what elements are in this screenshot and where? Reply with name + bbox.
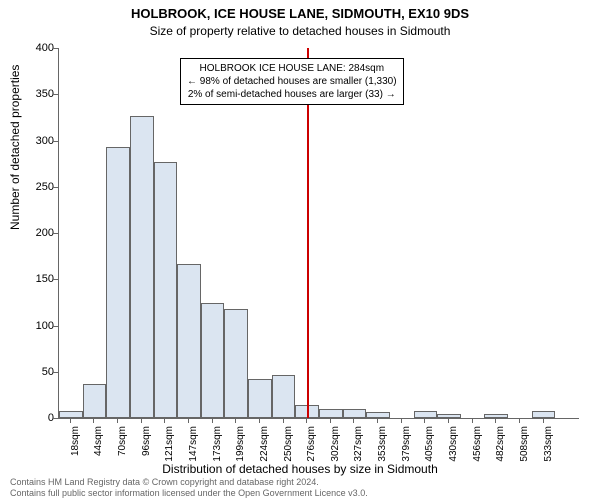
histogram-bar xyxy=(366,412,390,418)
annotation-line: 2% of semi-detached houses are larger (3… xyxy=(187,88,397,101)
x-tick-mark xyxy=(93,418,94,423)
x-tick-mark xyxy=(70,418,71,423)
y-tick-mark xyxy=(53,279,58,280)
x-tick-mark xyxy=(164,418,165,423)
histogram-bar xyxy=(224,309,248,418)
chart-title-main: HOLBROOK, ICE HOUSE LANE, SIDMOUTH, EX10… xyxy=(0,6,600,21)
y-tick-label: 150 xyxy=(14,273,54,285)
annotation-line: HOLBROOK ICE HOUSE LANE: 284sqm xyxy=(187,62,397,75)
histogram-bar xyxy=(414,411,438,418)
y-tick-mark xyxy=(53,326,58,327)
x-tick-label: 199sqm xyxy=(235,426,246,476)
chart-container: HOLBROOK, ICE HOUSE LANE, SIDMOUTH, EX10… xyxy=(0,0,600,500)
x-tick-label: 430sqm xyxy=(448,426,459,476)
x-tick-mark xyxy=(330,418,331,423)
x-tick-mark xyxy=(212,418,213,423)
x-tick-mark xyxy=(401,418,402,423)
y-tick-label: 200 xyxy=(14,227,54,239)
x-tick-mark xyxy=(424,418,425,423)
x-tick-label: 70sqm xyxy=(117,426,128,476)
y-tick-mark xyxy=(53,372,58,373)
x-tick-label: 96sqm xyxy=(141,426,152,476)
x-tick-mark xyxy=(141,418,142,423)
y-tick-mark xyxy=(53,141,58,142)
histogram-bar xyxy=(343,409,367,418)
histogram-bar xyxy=(106,147,130,418)
histogram-bar xyxy=(248,379,272,418)
x-tick-label: 276sqm xyxy=(306,426,317,476)
footer-attribution: Contains HM Land Registry data © Crown c… xyxy=(10,477,368,498)
y-tick-mark xyxy=(53,48,58,49)
x-tick-label: 121sqm xyxy=(164,426,175,476)
x-tick-label: 379sqm xyxy=(401,426,412,476)
histogram-bar xyxy=(201,303,225,418)
x-axis-label: Distribution of detached houses by size … xyxy=(0,462,600,476)
annotation-box: HOLBROOK ICE HOUSE LANE: 284sqm← 98% of … xyxy=(180,58,404,105)
x-tick-mark xyxy=(448,418,449,423)
x-tick-mark xyxy=(117,418,118,423)
x-tick-label: 44sqm xyxy=(93,426,104,476)
histogram-bar xyxy=(532,411,556,418)
histogram-bar xyxy=(177,264,201,418)
histogram-bar xyxy=(83,384,107,418)
x-tick-mark xyxy=(519,418,520,423)
x-tick-label: 405sqm xyxy=(424,426,435,476)
y-tick-mark xyxy=(53,187,58,188)
x-tick-mark xyxy=(188,418,189,423)
x-tick-mark xyxy=(495,418,496,423)
x-tick-label: 250sqm xyxy=(283,426,294,476)
x-tick-mark xyxy=(472,418,473,423)
footer-line1: Contains HM Land Registry data © Crown c… xyxy=(10,477,368,487)
histogram-bar xyxy=(319,409,343,418)
y-tick-label: 350 xyxy=(14,88,54,100)
histogram-bar xyxy=(130,116,154,418)
x-tick-label: 147sqm xyxy=(188,426,199,476)
y-tick-label: 300 xyxy=(14,135,54,147)
y-tick-mark xyxy=(53,418,58,419)
y-tick-label: 0 xyxy=(14,412,54,424)
x-tick-label: 327sqm xyxy=(353,426,364,476)
x-tick-label: 173sqm xyxy=(212,426,223,476)
x-tick-label: 533sqm xyxy=(543,426,554,476)
annotation-line: ← 98% of detached houses are smaller (1,… xyxy=(187,75,397,88)
x-tick-label: 302sqm xyxy=(330,426,341,476)
y-tick-label: 50 xyxy=(14,366,54,378)
footer-line2: Contains full public sector information … xyxy=(10,488,368,498)
x-tick-mark xyxy=(353,418,354,423)
x-tick-mark xyxy=(235,418,236,423)
x-tick-label: 18sqm xyxy=(70,426,81,476)
x-tick-label: 353sqm xyxy=(377,426,388,476)
histogram-bar xyxy=(484,414,508,418)
y-tick-label: 250 xyxy=(14,181,54,193)
x-tick-label: 508sqm xyxy=(519,426,530,476)
y-tick-label: 400 xyxy=(14,42,54,54)
histogram-bar xyxy=(154,162,178,418)
x-tick-label: 456sqm xyxy=(472,426,483,476)
x-tick-mark xyxy=(543,418,544,423)
x-tick-mark xyxy=(377,418,378,423)
histogram-bar xyxy=(272,375,296,418)
x-tick-mark xyxy=(259,418,260,423)
x-tick-label: 482sqm xyxy=(495,426,506,476)
chart-title-sub: Size of property relative to detached ho… xyxy=(0,24,600,38)
x-tick-mark xyxy=(306,418,307,423)
x-tick-label: 224sqm xyxy=(259,426,270,476)
y-tick-mark xyxy=(53,233,58,234)
x-tick-mark xyxy=(283,418,284,423)
histogram-bar xyxy=(59,411,83,418)
y-tick-label: 100 xyxy=(14,320,54,332)
y-tick-mark xyxy=(53,94,58,95)
